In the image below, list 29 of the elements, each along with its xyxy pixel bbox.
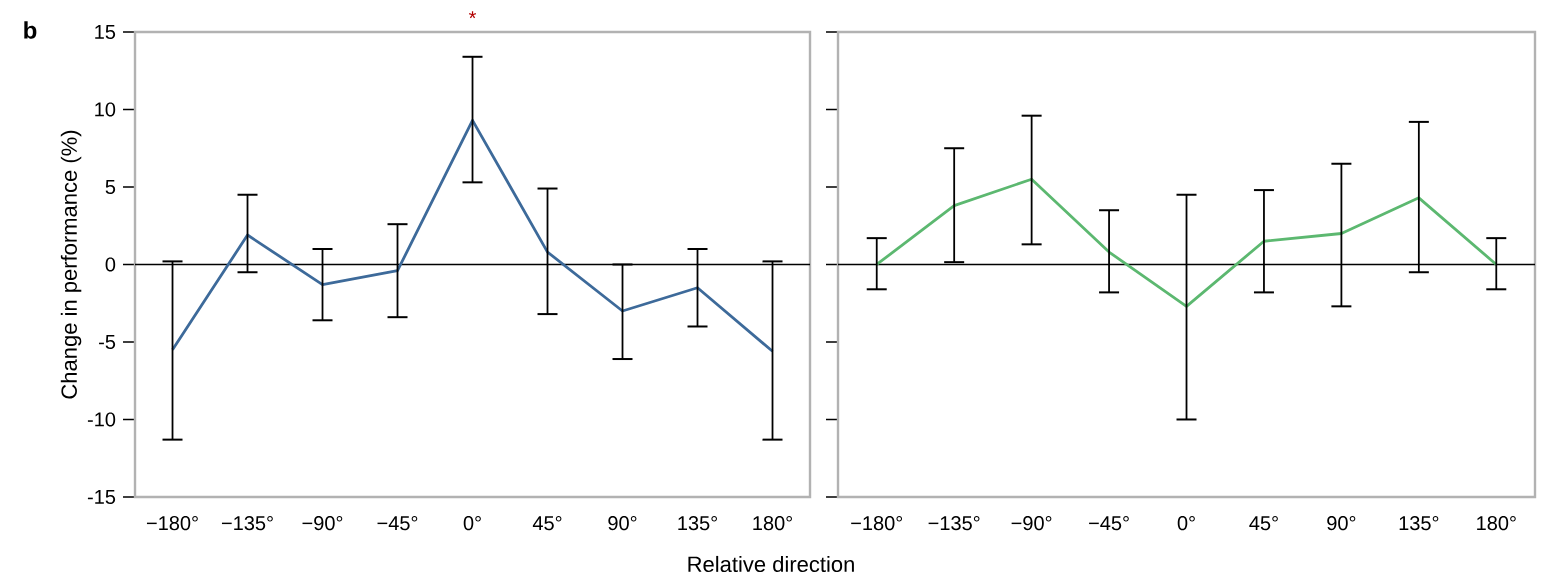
x-tick-label: 180° (1477, 516, 1516, 531)
text: * (468, 11, 477, 19)
x-tick-label: 180° (753, 516, 792, 531)
x-tick-label: 45° (1249, 516, 1278, 531)
y-tick-label: 10 (95, 102, 116, 117)
x-tick-label: −90° (302, 516, 343, 531)
x-tick-label: 0° (463, 516, 481, 531)
x-axis-title: Relative direction (688, 555, 854, 573)
x-tick-label: −45° (1089, 516, 1129, 531)
y-axis-title: Change in performance (%) (60, 130, 82, 399)
y-tick-label: 5 (105, 180, 116, 194)
x-tick-label: 0° (1177, 516, 1195, 531)
x-tick-label: 135° (1399, 516, 1439, 531)
y-tick-label: 0 (105, 257, 116, 272)
y-tick-label: -10 (87, 412, 116, 427)
x-tick-label: 45° (532, 516, 562, 531)
x-tick-label: −180° (146, 516, 198, 531)
y-tick-label: 15 (95, 25, 116, 39)
text: b (24, 21, 37, 39)
y-tick-label: -5 (99, 335, 116, 349)
x-tick-label: −135° (221, 516, 273, 531)
x-tick-label: 90° (608, 516, 637, 531)
x-tick-label: −90° (1011, 516, 1052, 531)
x-tick-label: 90° (1327, 516, 1356, 531)
x-tick-label: −45° (377, 516, 418, 531)
x-tick-label: −180° (851, 516, 903, 531)
x-tick-label: −135° (928, 516, 980, 531)
y-tick-label: -15 (87, 490, 116, 504)
x-tick-label: 135° (678, 516, 717, 531)
